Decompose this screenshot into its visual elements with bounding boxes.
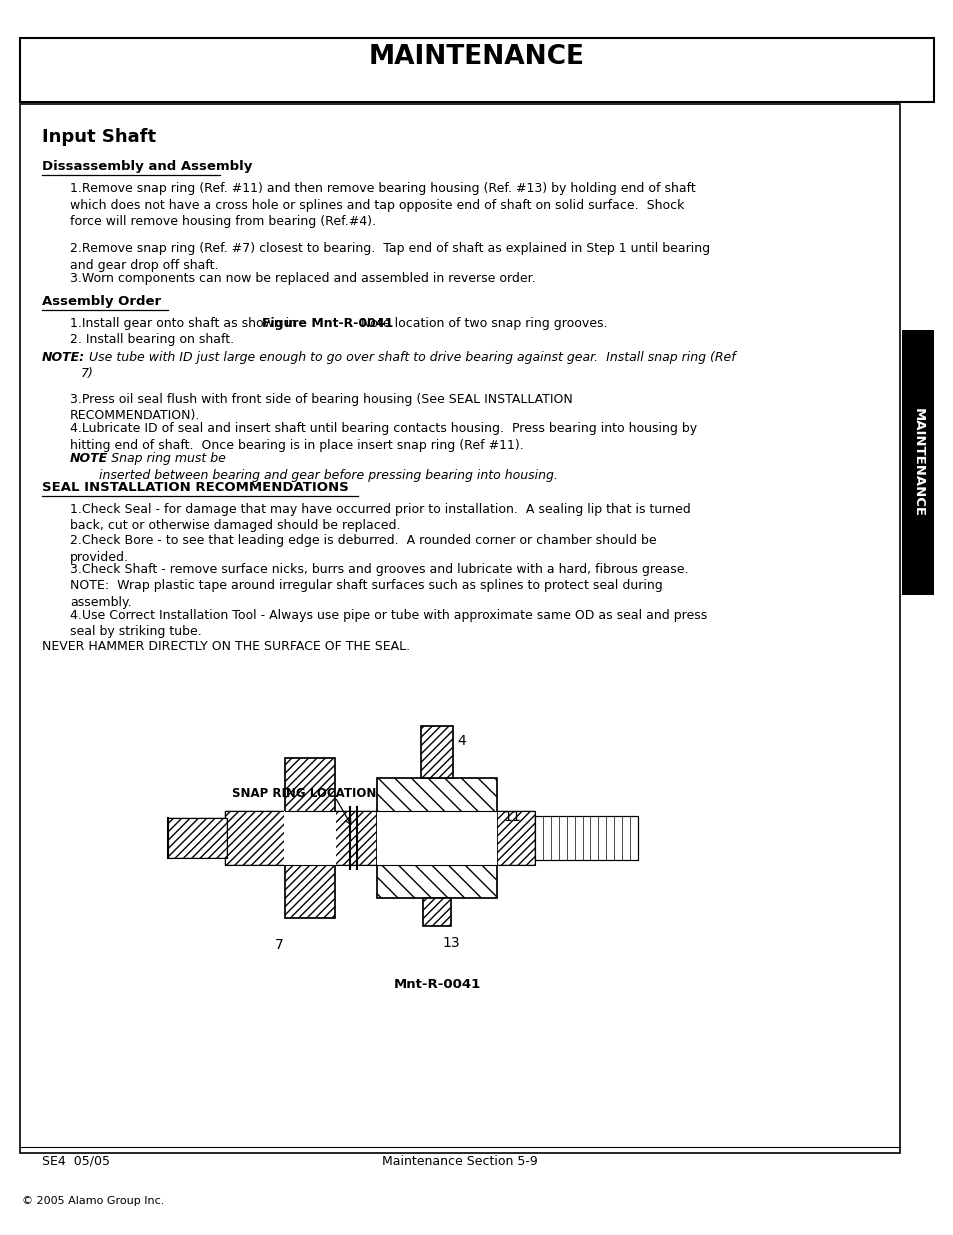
Text: Mnt-R-0041: Mnt-R-0041: [393, 978, 480, 990]
Text: Input Shaft: Input Shaft: [42, 128, 156, 146]
Bar: [285, 758, 335, 918]
Text: © 2005 Alamo Group Inc.: © 2005 Alamo Group Inc.: [22, 1195, 164, 1207]
Text: 4.Use Correct Installation Tool - Always use pipe or tube with approximate same : 4.Use Correct Installation Tool - Always…: [70, 609, 706, 638]
Bar: [376, 778, 497, 898]
Bar: [284, 811, 335, 864]
Text: Use tube with ID just large enough to go over shaft to drive bearing against gea: Use tube with ID just large enough to go…: [81, 351, 735, 380]
Text: MAINTENANCE: MAINTENANCE: [369, 44, 584, 70]
Text: 3.Press oil seal flush with front side of bearing housing (See SEAL INSTALLATION: 3.Press oil seal flush with front side o…: [70, 393, 572, 422]
Text: 4: 4: [456, 734, 465, 748]
Bar: [420, 726, 453, 778]
Text: 1.Install gear onto shaft as shown in: 1.Install gear onto shaft as shown in: [70, 317, 301, 330]
Text: MAINTENANCE: MAINTENANCE: [910, 408, 923, 516]
Bar: [20, 104, 899, 1153]
Bar: [376, 811, 497, 864]
Text: 7: 7: [274, 939, 283, 952]
Bar: [535, 816, 638, 860]
Text: 2.Check Bore - to see that leading edge is deburred.  A rounded corner or chambe: 2.Check Bore - to see that leading edge …: [70, 534, 656, 563]
Bar: [376, 778, 497, 898]
Text: NOTE:: NOTE:: [42, 351, 85, 364]
Bar: [535, 816, 638, 860]
Text: Figure Mnt-R-0041: Figure Mnt-R-0041: [262, 317, 393, 330]
Bar: [225, 811, 535, 864]
Text: NOTE: NOTE: [70, 452, 108, 466]
Text: 1.Remove snap ring (Ref. #11) and then remove bearing housing (Ref. #13) by hold: 1.Remove snap ring (Ref. #11) and then r…: [70, 182, 695, 228]
Text: 11: 11: [502, 810, 520, 824]
Text: 3.Check Shaft - remove surface nicks, burrs and grooves and lubricate with a har: 3.Check Shaft - remove surface nicks, bu…: [70, 563, 688, 609]
Text: SEAL INSTALLATION RECOMMENDATIONS: SEAL INSTALLATION RECOMMENDATIONS: [42, 480, 349, 494]
Text: 2.Remove snap ring (Ref. #7) closest to bearing.  Tap end of shaft as explained : 2.Remove snap ring (Ref. #7) closest to …: [70, 242, 709, 272]
Text: 2. Install bearing on shaft.: 2. Install bearing on shaft.: [70, 333, 233, 346]
Bar: [422, 898, 451, 926]
Text: SNAP RING LOCATION: SNAP RING LOCATION: [232, 787, 376, 800]
Text: 1.Check Seal - for damage that may have occurred prior to installation.  A seali: 1.Check Seal - for damage that may have …: [70, 503, 690, 532]
Bar: [168, 818, 227, 858]
Text: 13: 13: [441, 936, 459, 950]
Text: Dissassembly and Assembly: Dissassembly and Assembly: [42, 161, 253, 173]
Text: SE4  05/05: SE4 05/05: [42, 1155, 110, 1168]
Bar: [285, 758, 335, 918]
Text: 4.Lubricate ID of seal and insert shaft until bearing contacts housing.  Press b: 4.Lubricate ID of seal and insert shaft …: [70, 422, 697, 452]
Text: Maintenance Section 5-9: Maintenance Section 5-9: [382, 1155, 537, 1168]
Bar: [422, 898, 451, 926]
Text: NEVER HAMMER DIRECTLY ON THE SURFACE OF THE SEAL.: NEVER HAMMER DIRECTLY ON THE SURFACE OF …: [42, 640, 410, 653]
Text: Assembly Order: Assembly Order: [42, 295, 161, 308]
Bar: [20, 38, 933, 103]
Bar: [420, 726, 453, 778]
Bar: [225, 811, 535, 864]
Bar: [901, 330, 933, 595]
Bar: [168, 818, 227, 858]
Text: :  Snap ring must be
inserted between bearing and gear before pressing bearing i: : Snap ring must be inserted between bea…: [99, 452, 558, 482]
Text: .  Note location of two snap ring grooves.: . Note location of two snap ring grooves…: [349, 317, 607, 330]
Text: 3.Worn components can now be replaced and assembled in reverse order.: 3.Worn components can now be replaced an…: [70, 272, 535, 285]
